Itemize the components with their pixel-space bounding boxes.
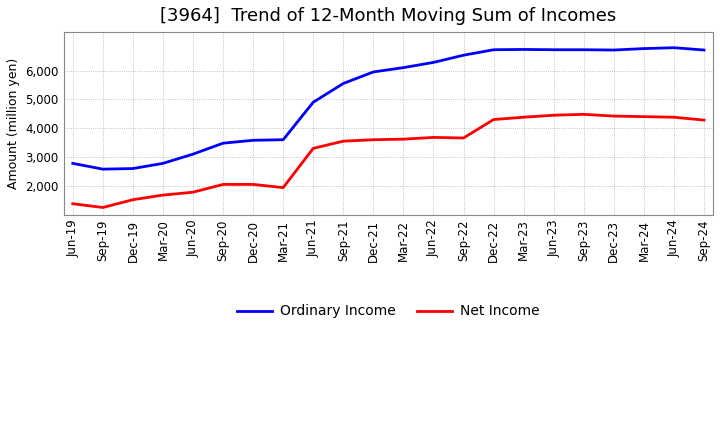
Ordinary Income [610, 48, 618, 53]
Net Income [399, 136, 408, 142]
Net Income [309, 146, 318, 151]
Net Income [99, 205, 107, 210]
Ordinary Income [158, 161, 167, 166]
Ordinary Income [639, 46, 648, 51]
Ordinary Income [549, 47, 558, 52]
Ordinary Income [399, 65, 408, 70]
Ordinary Income [309, 99, 318, 105]
Net Income [189, 190, 197, 195]
Net Income [429, 135, 438, 140]
Net Income [459, 136, 468, 141]
Net Income [639, 114, 648, 119]
Ordinary Income [369, 70, 378, 75]
Line: Ordinary Income: Ordinary Income [73, 48, 704, 169]
Ordinary Income [459, 52, 468, 58]
Ordinary Income [99, 166, 107, 172]
Ordinary Income [580, 47, 588, 52]
Net Income [490, 117, 498, 122]
Net Income [580, 112, 588, 117]
Ordinary Income [129, 166, 138, 171]
Legend: Ordinary Income, Net Income: Ordinary Income, Net Income [232, 298, 545, 323]
Ordinary Income [68, 161, 77, 166]
Net Income [129, 197, 138, 202]
Net Income [279, 185, 287, 190]
Net Income [68, 201, 77, 206]
Ordinary Income [429, 60, 438, 65]
Ordinary Income [490, 47, 498, 52]
Ordinary Income [189, 151, 197, 157]
Ordinary Income [219, 140, 228, 146]
Net Income [219, 182, 228, 187]
Ordinary Income [519, 47, 528, 52]
Net Income [158, 192, 167, 198]
Net Income [700, 117, 708, 123]
Net Income [339, 139, 348, 144]
Ordinary Income [339, 81, 348, 86]
Line: Net Income: Net Income [73, 114, 704, 208]
Ordinary Income [670, 45, 678, 50]
Ordinary Income [700, 48, 708, 53]
Net Income [369, 137, 378, 143]
Ordinary Income [249, 138, 258, 143]
Net Income [519, 114, 528, 120]
Y-axis label: Amount (million yen): Amount (million yen) [7, 58, 20, 189]
Net Income [549, 113, 558, 118]
Title: [3964]  Trend of 12-Month Moving Sum of Incomes: [3964] Trend of 12-Month Moving Sum of I… [161, 7, 616, 25]
Net Income [670, 114, 678, 120]
Net Income [249, 182, 258, 187]
Net Income [610, 114, 618, 119]
Ordinary Income [279, 137, 287, 143]
